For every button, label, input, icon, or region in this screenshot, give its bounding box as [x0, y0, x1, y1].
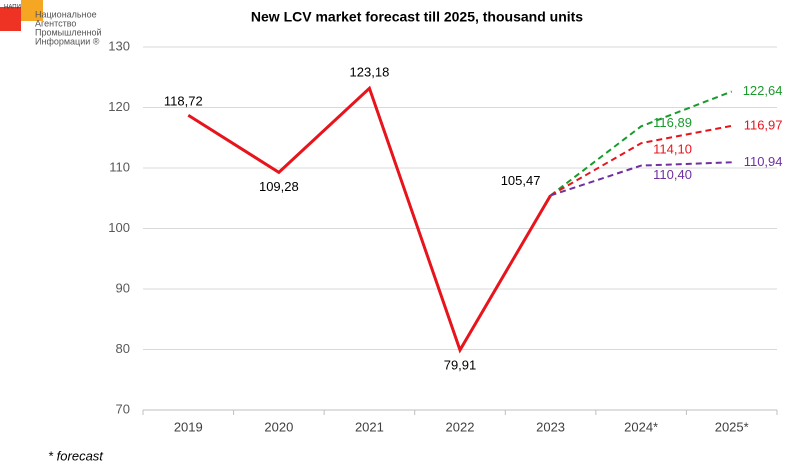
y-tick-label: 120 — [108, 99, 130, 114]
logo-mark — [21, 0, 43, 21]
y-tick-label: 130 — [108, 38, 130, 53]
x-tick-label: 2025* — [715, 419, 749, 434]
value-label: 114,10 — [653, 142, 692, 157]
line-series — [550, 124, 732, 197]
logo-abbr: НАПИ — [4, 5, 21, 11]
value-label: 110,40 — [653, 167, 692, 182]
logo-text: Информации ® — [35, 36, 100, 46]
x-tick-label: 2021 — [355, 419, 384, 434]
value-label: 105,47 — [501, 173, 541, 188]
x-tick-label: 2023 — [536, 419, 565, 434]
x-tick-label: 2020 — [264, 419, 293, 434]
value-label: 116,89 — [653, 115, 692, 130]
value-label: 122,64 — [743, 83, 783, 98]
value-label: 123,18 — [350, 65, 390, 80]
x-tick-label: 2019 — [174, 419, 203, 434]
line-series — [550, 161, 732, 197]
footnote: * forecast — [48, 448, 104, 463]
y-tick-label: 90 — [116, 280, 130, 295]
logo-mark — [0, 7, 21, 31]
value-label: 116,97 — [744, 117, 783, 132]
y-tick-label: 70 — [116, 401, 130, 416]
logo-text: Национальное — [35, 9, 97, 19]
value-label: 110,94 — [744, 154, 783, 169]
value-label: 79,91 — [444, 357, 477, 372]
chart-title: New LCV market forecast till 2025, thous… — [251, 9, 583, 25]
y-tick-label: 110 — [109, 159, 130, 174]
line-series — [187, 85, 552, 354]
value-label: 118,72 — [164, 94, 203, 109]
logo-text: Промышленной — [35, 27, 102, 37]
logo-text: Агентство — [35, 18, 76, 28]
line-series — [549, 90, 733, 197]
y-tick-label: 80 — [116, 341, 130, 356]
x-tick-label: 2024* — [624, 419, 658, 434]
value-label: 109,28 — [259, 179, 299, 194]
y-tick-label: 100 — [108, 220, 130, 235]
x-tick-label: 2022 — [446, 419, 475, 434]
